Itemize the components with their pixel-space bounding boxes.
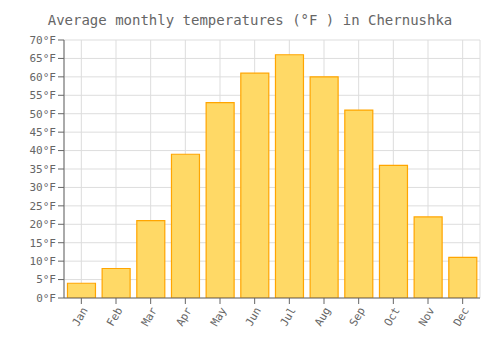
svg-text:Jul: Jul [277, 305, 298, 329]
svg-text:15°F: 15°F [30, 237, 57, 250]
svg-text:Dec: Dec [451, 305, 472, 329]
svg-text:5°F: 5°F [36, 273, 56, 286]
svg-text:70°F: 70°F [30, 34, 57, 47]
svg-text:Nov: Nov [416, 305, 437, 329]
svg-text:50°F: 50°F [30, 108, 57, 121]
svg-text:Jun: Jun [243, 305, 264, 329]
svg-text:25°F: 25°F [30, 200, 57, 213]
html-text:Average monthly temperatures (: Average monthly temperatures (°F ) in Ch… [47, 12, 453, 28]
svg-text:Mar: Mar [139, 305, 160, 329]
svg-text:10°F: 10°F [30, 255, 57, 268]
svg-text:35°F: 35°F [30, 163, 57, 176]
svg-text:65°F: 65°F [30, 52, 57, 65]
svg-text:Oct: Oct [381, 305, 402, 329]
svg-text:0°F: 0°F [36, 292, 56, 305]
svg-text:May: May [208, 305, 229, 329]
svg-text:Aug: Aug [312, 305, 333, 329]
svg-text:30°F: 30°F [30, 181, 57, 194]
svg-text:55°F: 55°F [30, 89, 57, 102]
svg-text:Apr: Apr [173, 305, 194, 329]
svg-text:20°F: 20°F [30, 218, 57, 231]
svg-text:Sep: Sep [347, 305, 368, 329]
svg-text:Feb: Feb [104, 305, 125, 329]
svg-text:Jan: Jan [69, 305, 90, 329]
svg-text:40°F: 40°F [30, 144, 57, 157]
svg-text:45°F: 45°F [30, 126, 57, 139]
svg-text:60°F: 60°F [30, 71, 57, 84]
